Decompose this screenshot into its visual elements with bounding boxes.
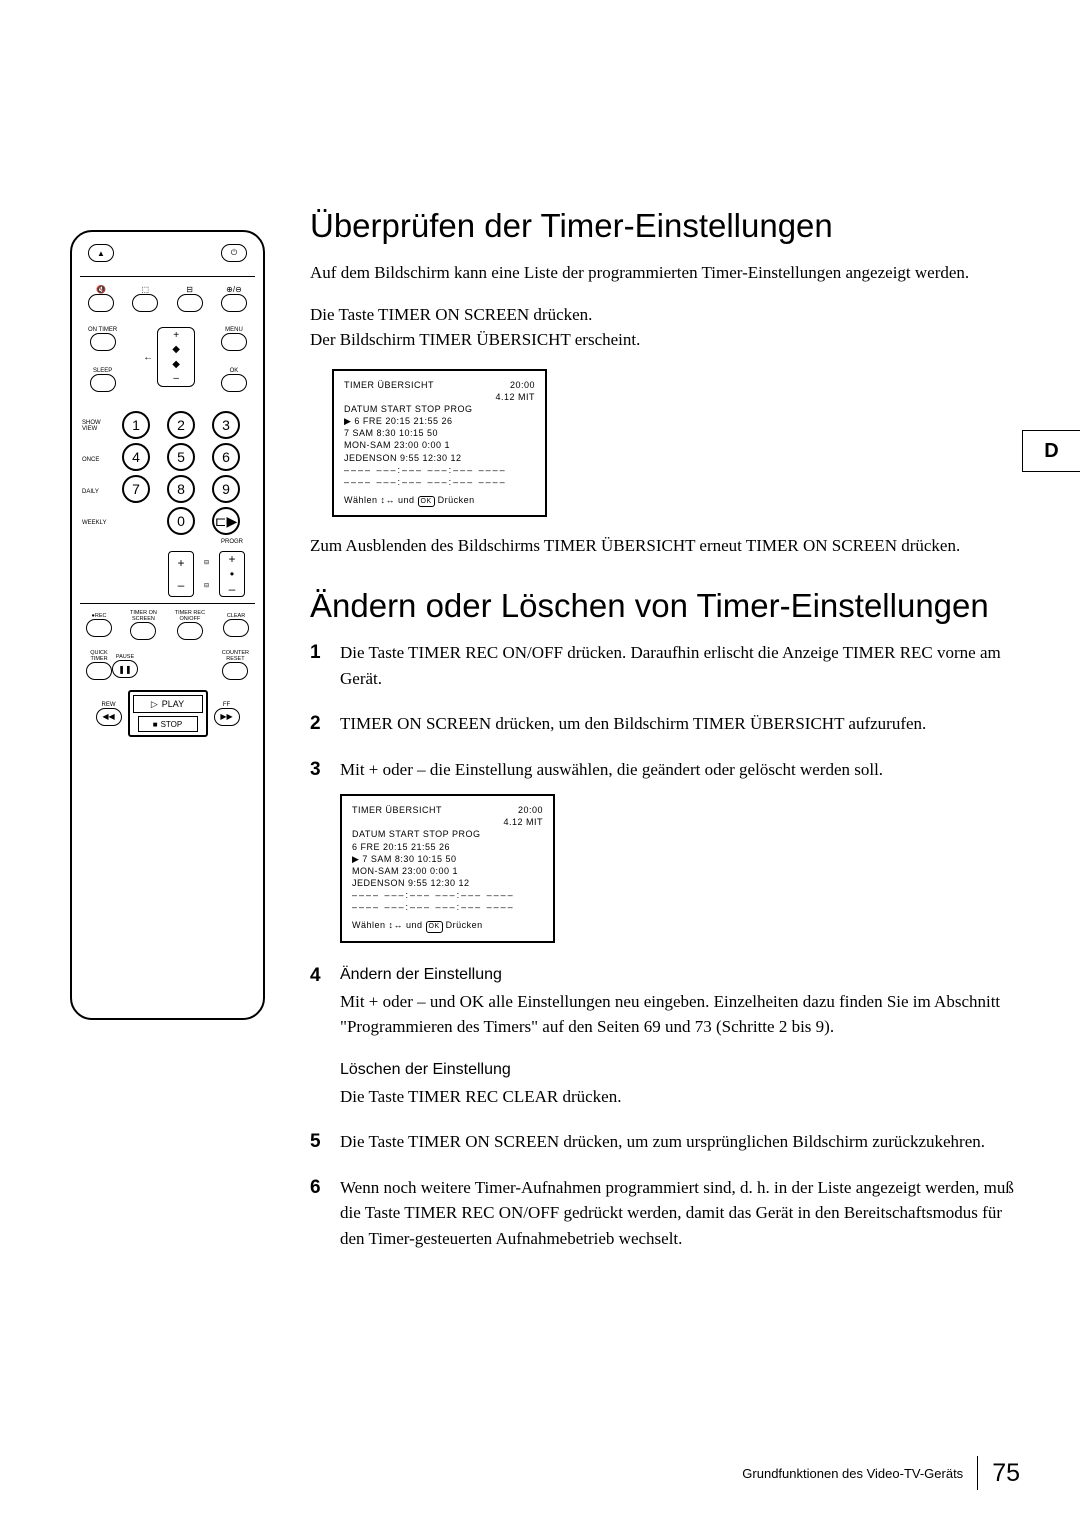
section2-heading: Ändern oder Löschen von Timer-Einstellun… bbox=[310, 585, 1030, 626]
section1-after: Zum Ausblenden des Bildschirms TIMER ÜBE… bbox=[310, 533, 1030, 559]
screen1-dashes: –––– –––:––– –––:––– –––– bbox=[344, 464, 535, 476]
screen2-row: MON-SAM 23:00 0:00 1 bbox=[352, 865, 543, 877]
daily-label: DAILY bbox=[82, 489, 110, 495]
input-button bbox=[221, 294, 247, 312]
footer-separator bbox=[977, 1456, 978, 1490]
num-3: 3 bbox=[212, 411, 240, 439]
step-3: Mit + oder – die Einstellung auswählen, … bbox=[310, 757, 1030, 943]
footer-text: Grundfunktionen des Video-TV-Geräts bbox=[742, 1466, 963, 1481]
screen2-dashes: –––– –––:––– –––:––– –––– bbox=[352, 901, 543, 913]
num-5: 5 bbox=[167, 443, 195, 471]
remote-column: ▲ ⏻ 🔇 ⬚ ⊟ ⊕/⊖ ON TIMER SLEEP bbox=[70, 50, 270, 1271]
wide-button bbox=[177, 294, 203, 312]
page-footer: Grundfunktionen des Video-TV-Geräts 75 bbox=[742, 1456, 1020, 1490]
timeronscreen-button bbox=[130, 622, 156, 640]
rec-button bbox=[86, 619, 112, 637]
progr-block: +•– bbox=[219, 551, 245, 597]
step-1: Die Taste TIMER REC ON/OFF drücken. Dara… bbox=[310, 640, 1030, 691]
power-button: ⏻ bbox=[221, 244, 247, 262]
quicktimer-label: QUICK TIMER bbox=[86, 650, 112, 662]
screen2-date: 4.12 MIT bbox=[352, 816, 543, 828]
screen1-row: 7 SAM 8:30 10:15 50 bbox=[344, 427, 535, 439]
num-4: 4 bbox=[122, 443, 150, 471]
sleep-button bbox=[90, 374, 116, 392]
screen1-date: 4.12 MIT bbox=[344, 391, 535, 403]
mute-button bbox=[88, 294, 114, 312]
enter-button: ⊏▶ bbox=[212, 507, 240, 535]
screen2-time: 20:00 bbox=[518, 804, 543, 816]
counterreset-label: COUNTER RESET bbox=[222, 650, 249, 662]
screen2-hint: Wählen ↕↔ und OK Drücken bbox=[352, 919, 543, 932]
steps-list: Die Taste TIMER REC ON/OFF drücken. Dara… bbox=[310, 640, 1030, 1251]
showview-label: SHOW VIEW bbox=[82, 420, 110, 432]
num-2: 2 bbox=[167, 411, 195, 439]
section1-steps: Die Taste TIMER ON SCREEN drücken. Der B… bbox=[310, 302, 1030, 353]
quicktimer-button bbox=[86, 662, 112, 680]
progr-label: PROGR bbox=[80, 539, 255, 545]
num-9: 9 bbox=[212, 475, 240, 503]
volume-block: +– bbox=[168, 551, 194, 597]
timerreconoff-label: TIMER REC ON/OFF bbox=[175, 610, 205, 622]
screen2-row: JEDENSON 9:55 12:30 12 bbox=[352, 877, 543, 889]
screen2-row: ▶ 7 SAM 8:30 10:15 50 bbox=[352, 853, 543, 865]
menu-button bbox=[221, 333, 247, 351]
step-5: Die Taste TIMER ON SCREEN drücken, um zu… bbox=[310, 1129, 1030, 1155]
step-4: Ändern der Einstellung Mit + oder – und … bbox=[310, 963, 1030, 1110]
step4-p2: Die Taste TIMER REC CLEAR drücken. bbox=[340, 1084, 1030, 1110]
screen1-row: JEDENSON 9:55 12:30 12 bbox=[344, 452, 535, 464]
timerreconoff-button bbox=[177, 622, 203, 640]
screen2-header: DATUM START STOP PROG bbox=[352, 828, 543, 840]
screen1-header: DATUM START STOP PROG bbox=[344, 403, 535, 415]
num-1: 1 bbox=[122, 411, 150, 439]
pause-button: ❚❚ bbox=[112, 660, 138, 678]
page: ▲ ⏻ 🔇 ⬚ ⊟ ⊕/⊖ ON TIMER SLEEP bbox=[0, 0, 1080, 1311]
screen1-title: TIMER ÜBERSICHT bbox=[344, 379, 434, 391]
content-column: Überprüfen der Timer-Einstellungen Auf d… bbox=[310, 50, 1030, 1271]
ff-label: FF bbox=[214, 702, 240, 708]
timeronscreen-label: TIMER ON SCREEN bbox=[130, 610, 157, 622]
stop-button: ■ STOP bbox=[138, 716, 198, 732]
screen1-dashes: –––– –––:––– –––:––– –––– bbox=[344, 476, 535, 488]
weekly-label: WEEKLY bbox=[82, 520, 110, 526]
rew-button: ◀◀ bbox=[96, 708, 122, 726]
eject-button: ▲ bbox=[88, 244, 114, 262]
screen1-hint: Wählen ↕↔ und OK Drücken bbox=[344, 494, 535, 507]
remote-illustration: ▲ ⏻ 🔇 ⬚ ⊟ ⊕/⊖ ON TIMER SLEEP bbox=[70, 230, 265, 1020]
timer-screen-2: TIMER ÜBERSICHT 20:00 4.12 MIT DATUM STA… bbox=[340, 794, 555, 943]
step-2: TIMER ON SCREEN drücken, um den Bildschi… bbox=[310, 711, 1030, 737]
dpad: +◆◆– bbox=[157, 327, 195, 387]
step4-h2: Löschen der Einstellung bbox=[340, 1058, 1030, 1082]
num-8: 8 bbox=[167, 475, 195, 503]
screen2-title: TIMER ÜBERSICHT bbox=[352, 804, 442, 816]
num-6: 6 bbox=[212, 443, 240, 471]
screen1-row: MON-SAM 23:00 0:00 1 bbox=[344, 439, 535, 451]
play-button: ▷ PLAY bbox=[133, 695, 203, 713]
timer-screen-1: TIMER ÜBERSICHT 20:00 4.12 MIT DATUM STA… bbox=[332, 369, 547, 518]
counterreset-button bbox=[222, 662, 248, 680]
section1-intro: Auf dem Bildschirm kann eine Liste der p… bbox=[310, 260, 1030, 286]
section-tab: D bbox=[1022, 430, 1080, 472]
screen1-row: ▶ 6 FRE 20:15 21:55 26 bbox=[344, 415, 535, 427]
once-label: ONCE bbox=[82, 457, 110, 463]
clear-button bbox=[223, 619, 249, 637]
play-block: ▷ PLAY ■ STOP bbox=[128, 690, 208, 737]
page-number: 75 bbox=[992, 1459, 1020, 1488]
step-6: Wenn noch weitere Timer-Aufnahmen progra… bbox=[310, 1175, 1030, 1252]
display-button bbox=[132, 294, 158, 312]
ok-button bbox=[221, 374, 247, 392]
rew-label: REW bbox=[96, 702, 122, 708]
ff-button: ▶▶ bbox=[214, 708, 240, 726]
screen2-dashes: –––– –––:––– –––:––– –––– bbox=[352, 889, 543, 901]
screen2-row: 6 FRE 20:15 21:55 26 bbox=[352, 841, 543, 853]
section1-heading: Überprüfen der Timer-Einstellungen bbox=[310, 205, 1030, 246]
num-7: 7 bbox=[122, 475, 150, 503]
step4-h1: Ändern der Einstellung bbox=[340, 963, 1030, 987]
step4-p1: Mit + oder – und OK alle Einstellungen n… bbox=[340, 989, 1030, 1040]
screen1-time: 20:00 bbox=[510, 379, 535, 391]
ontimer-button bbox=[90, 333, 116, 351]
num-0: 0 bbox=[167, 507, 195, 535]
